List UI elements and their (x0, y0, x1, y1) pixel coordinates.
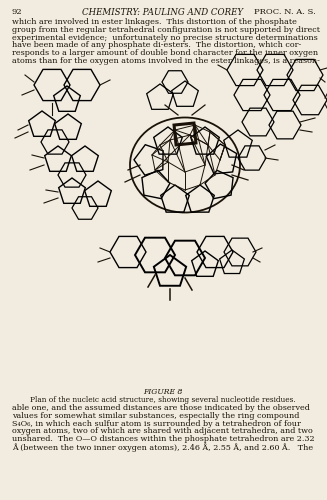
Text: group from the regular tetrahedral configuration is not supported by direct: group from the regular tetrahedral confi… (12, 26, 320, 34)
Text: CHEMISTRY: PAULING AND COREY: CHEMISTRY: PAULING AND COREY (82, 8, 244, 17)
Text: 92: 92 (12, 8, 23, 16)
Text: values for somewhat similar substances, especially the ring compound: values for somewhat similar substances, … (12, 412, 300, 420)
Text: able one, and the assumed distances are those indicated by the observed: able one, and the assumed distances are … (12, 404, 310, 412)
Text: atoms than for the oxygen atoms involved in the ester linkages, is a reason-: atoms than for the oxygen atoms involved… (12, 57, 320, 65)
Text: PROC. N. A. S.: PROC. N. A. S. (254, 8, 316, 16)
Text: S₄O₆, in which each sulfur atom is surrounded by a tetrahedron of four: S₄O₆, in which each sulfur atom is surro… (12, 420, 301, 428)
Text: FIGURE 8: FIGURE 8 (143, 388, 183, 396)
Text: which are involved in ester linkages.  This distortion of the phosphate: which are involved in ester linkages. Th… (12, 18, 297, 26)
Text: Å (between the two inner oxygen atoms), 2.46 Å, 2.55 Å, and 2.60 Å.   The: Å (between the two inner oxygen atoms), … (12, 443, 313, 452)
Text: have been made of any phosphate di-esters.  The distortion, which cor-: have been made of any phosphate di-ester… (12, 42, 301, 50)
Text: experimental evidence;  unfortunately no precise structure determinations: experimental evidence; unfortunately no … (12, 34, 318, 42)
Text: oxygen atoms, two of which are shared with adjacent tetrahedra, and two: oxygen atoms, two of which are shared wi… (12, 428, 313, 436)
Text: Plan of the nucleic acid structure, showing several nucleotide residues.: Plan of the nucleic acid structure, show… (30, 396, 296, 404)
Text: responds to a larger amount of double bond character for the inner oxygen: responds to a larger amount of double bo… (12, 49, 318, 57)
Text: unshared.  The O—O distances within the phosphate tetrahedron are 2.32: unshared. The O—O distances within the p… (12, 435, 315, 443)
